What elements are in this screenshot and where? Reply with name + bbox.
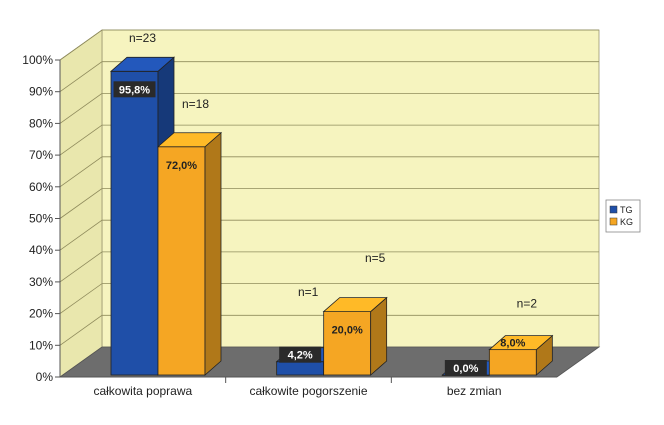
bar-side-kg-0 [204,131,222,376]
value-label-bg [279,346,322,363]
value-label-bg [444,360,487,376]
bar-kg-1 [323,311,372,376]
value-label-tg-0: 95,8% [119,84,150,96]
value-label-kg-2: 8,0% [500,338,525,350]
n-label-kg-0: n=18 [182,97,209,111]
y-tick-label: 60% [29,180,53,194]
value-label-bg [113,81,156,98]
y-tick-label: 20% [29,307,53,321]
value-label-tg-2: 0,0% [453,363,478,375]
legend-swatch-tg [609,205,618,214]
gridline [59,314,599,346]
legend-label-kg: KG [620,217,633,227]
legend-swatch-kg [609,217,618,226]
y-tick-label: 30% [29,275,53,289]
y-tick-label: 90% [29,85,53,99]
n-label-kg-1: n=5 [365,251,386,265]
bar-top-tg-0 [109,56,176,72]
bar-kg-2 [488,349,537,376]
x-tick-label: całkowita poprawa [93,384,192,398]
y-tick-label: 100% [22,53,53,67]
legend-label-tg: TG [620,205,633,215]
bar-top-kg-0 [156,132,223,148]
legend-box [605,199,641,233]
bar-kg-0 [157,146,206,376]
gridline [59,188,599,219]
gridline [59,283,599,314]
gridline [59,124,599,156]
bar-top-kg-1 [322,297,388,313]
gridline [59,93,599,124]
n-label-kg-2: n=2 [517,297,538,311]
gridline [59,29,599,61]
n-label-tg-0: n=23 [129,31,156,45]
gridline [59,156,599,188]
y-tick-label: 10% [29,338,53,352]
value-label-tg-1: 4,2% [288,350,313,362]
gridline [59,61,599,93]
y-tick-label: 0% [36,370,54,384]
bar-top-kg-2 [488,335,554,351]
gridline [59,219,599,251]
x-tick-label: całkowite pogorszenie [249,384,367,398]
y-tick-label: 70% [29,148,53,162]
y-tick-label: 50% [29,212,53,226]
x-tick-label: bez zmian [447,384,502,398]
y-tick-label: 80% [29,116,53,130]
bar-tg-1 [276,361,325,376]
gridline [59,251,599,283]
y-tick-label: 40% [29,243,53,257]
value-label-kg-0: 72,0% [166,160,197,172]
value-label-kg-1: 20,0% [332,325,363,337]
bar-tg-0 [110,70,159,376]
n-label-tg-1: n=1 [298,285,319,299]
